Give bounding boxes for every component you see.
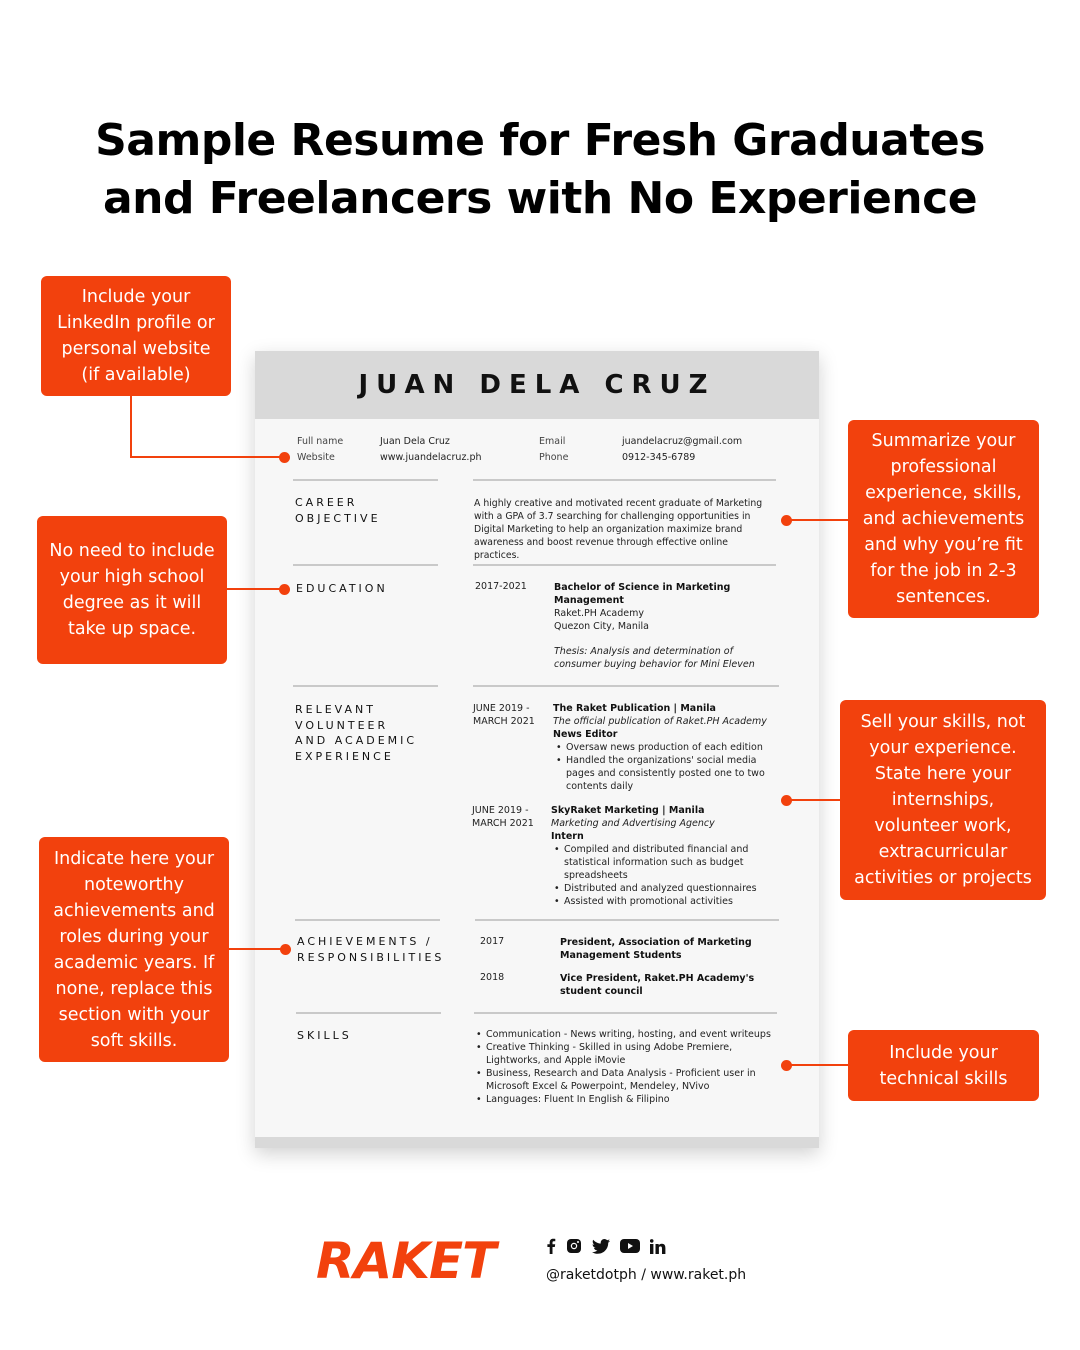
education-heading: EDUCATION: [296, 582, 388, 595]
list-item: Handled the organizations' social media …: [553, 754, 783, 793]
education-school: Raket.PH Academy: [554, 608, 644, 619]
achievement-text: Vice President, Raket.PH Academy's stude…: [560, 973, 755, 997]
twitter-icon[interactable]: [592, 1238, 610, 1254]
divider: [473, 685, 779, 687]
list-item: Oversaw news production of each edition: [553, 741, 783, 754]
linkedin-icon[interactable]: [650, 1238, 666, 1254]
divider: [295, 919, 440, 921]
experience-bullets: Compiled and distributed financial and s…: [551, 843, 776, 908]
experience-desc: Marketing and Advertising Agency: [551, 818, 715, 829]
resume-name: JUAN DELA CRUZ: [358, 370, 716, 400]
page-title: Sample Resume for Fresh Graduates and Fr…: [0, 112, 1080, 228]
email-label: Email: [539, 436, 566, 447]
list-item: Business, Research and Data Analysis - P…: [473, 1067, 773, 1093]
experience-entry-2: SkyRaket Marketing | Manila Marketing an…: [551, 804, 776, 908]
education-years: 2017-2021: [475, 581, 527, 592]
connector-line: [786, 799, 840, 801]
social-handle[interactable]: @raketdotph / www.raket.ph: [546, 1267, 747, 1283]
social-icons: [546, 1238, 666, 1254]
phone-value: 0912-345-6789: [622, 452, 696, 463]
list-item: Compiled and distributed financial and s…: [551, 843, 776, 882]
connector-dot: [280, 944, 291, 955]
email-value: juandelacruz@gmail.com: [622, 436, 743, 447]
connector-dot: [279, 452, 290, 463]
experience-role: Intern: [551, 831, 584, 842]
list-item: Communication - News writing, hosting, a…: [473, 1028, 773, 1041]
list-item: Languages: Fluent In English & Filipino: [473, 1093, 773, 1106]
connector-line: [130, 456, 284, 458]
phone-label: Phone: [539, 452, 569, 463]
experience-heading: RELEVANT VOLUNTEER AND ACADEMIC EXPERIEN…: [295, 703, 418, 763]
youtube-icon[interactable]: [620, 1239, 640, 1253]
divider: [296, 1012, 441, 1014]
achievements-heading: ACHIEVEMENTS / RESPONSIBILITIES: [297, 935, 445, 964]
achievement-text: President, Association of Marketing Mana…: [560, 937, 752, 961]
connector-line: [786, 519, 848, 521]
experience-date-2: JUNE 2019 - MARCH 2021: [472, 805, 534, 829]
resume-footer-band: [255, 1137, 819, 1148]
callout-experience: Sell your skills, not your experience. S…: [840, 700, 1046, 900]
connector-line: [229, 948, 285, 950]
list-item: Assisted with promotional activities: [551, 895, 776, 908]
connector-line: [130, 396, 132, 458]
instagram-icon[interactable]: [566, 1238, 582, 1254]
callout-skills: Include your technical skills: [848, 1030, 1039, 1101]
education-location: Quezon City, Manila: [554, 621, 649, 632]
connector-line: [227, 588, 284, 590]
list-item: Distributed and analyzed questionnaires: [551, 882, 776, 895]
career-objective-text: A highly creative and motivated recent g…: [474, 498, 763, 561]
experience-role: News Editor: [553, 729, 618, 740]
callout-summary: Summarize your professional experience, …: [848, 420, 1039, 618]
education-thesis: Thesis: Analysis and determination of co…: [554, 646, 755, 670]
facebook-icon[interactable]: [546, 1238, 556, 1254]
resume-sheet: JUAN DELA CRUZ Full name Juan Dela Cruz …: [255, 351, 819, 1148]
education-details: Bachelor of Science in Marketing Managem…: [554, 581, 755, 671]
achievement-year: 2018: [480, 972, 505, 983]
connector-line: [786, 1064, 848, 1066]
page-title-line-1: Sample Resume for Fresh Graduates: [95, 115, 985, 166]
career-objective-heading: CAREER OBJECTIVE: [295, 496, 381, 525]
callout-achievements: Indicate here your noteworthy achievemen…: [39, 837, 229, 1062]
experience-org: SkyRaket Marketing | Manila: [551, 805, 705, 816]
divider: [473, 479, 776, 481]
achievement-year: 2017: [480, 936, 505, 947]
callout-education: No need to include your high school degr…: [37, 516, 227, 664]
skills-heading: SKILLS: [297, 1029, 352, 1042]
resume-header: JUAN DELA CRUZ: [255, 351, 819, 419]
website-value: www.juandelacruz.ph: [380, 452, 482, 463]
experience-org: The Raket Publication | Manila: [553, 703, 716, 714]
full-name-label: Full name: [297, 436, 344, 447]
divider: [293, 685, 438, 687]
website-label: Website: [297, 452, 335, 463]
raket-logo: RAKET: [316, 1232, 496, 1290]
list-item: Creative Thinking - Skilled in using Ado…: [473, 1041, 773, 1067]
experience-desc: The official publication of Raket.PH Aca…: [553, 716, 767, 727]
experience-entry-1: The Raket Publication | Manila The offic…: [553, 702, 783, 793]
experience-bullets: Oversaw news production of each edition …: [553, 741, 783, 793]
skills-list: Communication - News writing, hosting, a…: [473, 1028, 773, 1106]
divider: [473, 564, 776, 566]
full-name-value: Juan Dela Cruz: [380, 436, 450, 447]
divider: [293, 479, 438, 481]
divider: [475, 919, 779, 921]
callout-linkedin: Include your LinkedIn profile or persona…: [41, 276, 231, 396]
experience-date-1: JUNE 2019 - MARCH 2021: [473, 703, 535, 727]
divider: [293, 564, 438, 566]
connector-dot: [279, 584, 290, 595]
page-title-line-2: and Freelancers with No Experience: [102, 173, 978, 224]
education-degree: Bachelor of Science in Marketing Managem…: [554, 582, 731, 606]
divider: [474, 1012, 777, 1014]
